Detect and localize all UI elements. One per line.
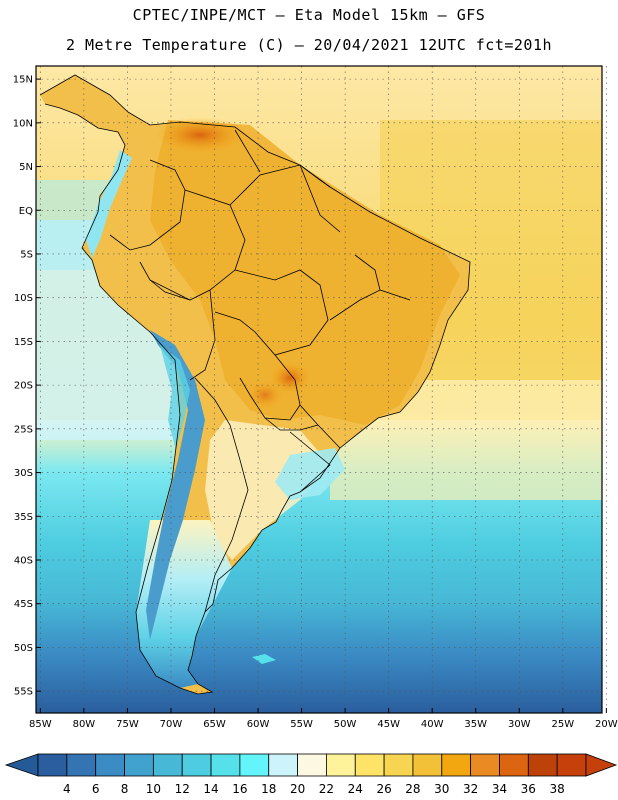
lon-label: 20W bbox=[595, 719, 618, 730]
colorbar-swatch bbox=[556, 753, 587, 777]
colorbar-swatch bbox=[181, 753, 212, 777]
falklands-island bbox=[252, 654, 276, 664]
colorbar-swatch bbox=[383, 753, 414, 777]
colorbar-swatch bbox=[210, 753, 241, 777]
lon-label: 55W bbox=[290, 719, 313, 730]
lat-label: 55S bbox=[14, 687, 33, 698]
lat-label: 25S bbox=[14, 424, 33, 435]
colorbar-label: 6 bbox=[92, 782, 100, 796]
lat-label: 15N bbox=[13, 75, 33, 86]
map-field bbox=[36, 66, 602, 713]
lon-label: 80W bbox=[73, 719, 96, 730]
lon-label: 45W bbox=[377, 719, 400, 730]
map-title-line-2: 2 Metre Temperature (C) – 20/04/2021 12U… bbox=[65, 36, 553, 54]
colorbar-label: 12 bbox=[175, 782, 190, 796]
latitude-labels: 15N 10N 5N EQ 5S 10S 15S 20S 25S 30S 35S 40S 45S 50S 5… bbox=[13, 75, 33, 698]
colorbar-swatch bbox=[37, 753, 68, 777]
colorbar-label: 28 bbox=[405, 782, 420, 796]
lat-label: 5N bbox=[19, 162, 33, 173]
map-frame bbox=[35, 65, 603, 714]
lat-label: 30S bbox=[14, 468, 33, 479]
lon-label: 70W bbox=[160, 719, 183, 730]
lat-label: 35S bbox=[14, 512, 33, 523]
colorbar-swatch bbox=[412, 753, 443, 777]
andes-south-cold-strip bbox=[146, 330, 205, 640]
longitude-labels: 85W 80W 75W 70W 65W 60W 55W 50W 45W 40W 35W 30W 25W 2… bbox=[29, 719, 618, 730]
colorbar-label: 16 bbox=[232, 782, 247, 796]
colorbar-label: 10 bbox=[146, 782, 161, 796]
colorbar-swatch bbox=[95, 753, 125, 777]
lon-label: 30W bbox=[508, 719, 531, 730]
colorbar-label: 32 bbox=[463, 782, 478, 796]
temperature-colorbar: 4 6 8 10 12 14 16 18 20 22 24 26 28 30 32 34 36 38 bbox=[4, 753, 618, 796]
lon-label: 35W bbox=[464, 719, 487, 730]
lat-lon-grid bbox=[36, 66, 607, 713]
colorbar-over-arrow bbox=[585, 753, 618, 777]
lon-label: 85W bbox=[29, 719, 52, 730]
andes-north-cool-strip bbox=[86, 150, 132, 258]
country-borders bbox=[39, 74, 471, 695]
colorbar-label: 34 bbox=[492, 782, 507, 796]
colorbar-swatch bbox=[66, 753, 97, 777]
lon-label: 40W bbox=[421, 719, 444, 730]
lat-label: 10N bbox=[13, 118, 33, 129]
venezuela-hot-spot bbox=[155, 117, 245, 153]
colorbar-swatch bbox=[441, 753, 472, 777]
colorbar-swatch bbox=[297, 753, 327, 777]
colorbar-swatch bbox=[527, 753, 558, 777]
colorbar-label: 4 bbox=[63, 782, 71, 796]
lat-label: 45S bbox=[14, 599, 33, 610]
map-title-line-1: CPTEC/INPE/MCT – Eta Model 15km – GFS bbox=[132, 6, 486, 24]
lat-label: 50S bbox=[14, 643, 33, 654]
colorbar-swatch bbox=[354, 753, 385, 777]
chaco-hot-spot bbox=[247, 381, 283, 409]
colorbar-label: 22 bbox=[319, 782, 334, 796]
colorbar-label: 38 bbox=[550, 782, 565, 796]
colorbar-under-arrow bbox=[4, 753, 39, 777]
colorbar-swatch bbox=[499, 753, 529, 777]
colorbar-label: 36 bbox=[521, 782, 536, 796]
colorbar-swatch bbox=[124, 753, 154, 777]
uruguay-cool-zone bbox=[275, 448, 345, 500]
colorbar-label: 30 bbox=[434, 782, 449, 796]
pantanal-hot-spot bbox=[270, 362, 310, 394]
lon-label: 50W bbox=[334, 719, 357, 730]
lat-label: 15S bbox=[14, 337, 33, 348]
colorbar-swatch bbox=[239, 753, 270, 777]
altiplano-cool-strip bbox=[160, 345, 190, 450]
colorbar-label: 20 bbox=[290, 782, 305, 796]
lon-label: 25W bbox=[552, 719, 575, 730]
lat-label: EQ bbox=[19, 206, 33, 217]
colorbar-label: 8 bbox=[121, 782, 129, 796]
lat-label: 10S bbox=[14, 293, 33, 304]
lat-label: 20S bbox=[14, 381, 33, 392]
colorbar-label: 18 bbox=[261, 782, 276, 796]
lon-label: 60W bbox=[247, 719, 270, 730]
lon-label: 65W bbox=[203, 719, 226, 730]
lat-label: 5S bbox=[20, 249, 33, 260]
colorbar-swatch bbox=[152, 753, 183, 777]
lat-label: 40S bbox=[14, 555, 33, 566]
lon-label: 75W bbox=[116, 719, 139, 730]
colorbar-swatch bbox=[470, 753, 500, 777]
colorbar-label: 24 bbox=[348, 782, 363, 796]
amazon-warm-zone bbox=[150, 120, 460, 425]
colorbar-swatch bbox=[268, 753, 298, 777]
colorbar-label: 14 bbox=[203, 782, 218, 796]
colorbar-label: 26 bbox=[376, 782, 391, 796]
colorbar-swatch bbox=[326, 753, 356, 777]
